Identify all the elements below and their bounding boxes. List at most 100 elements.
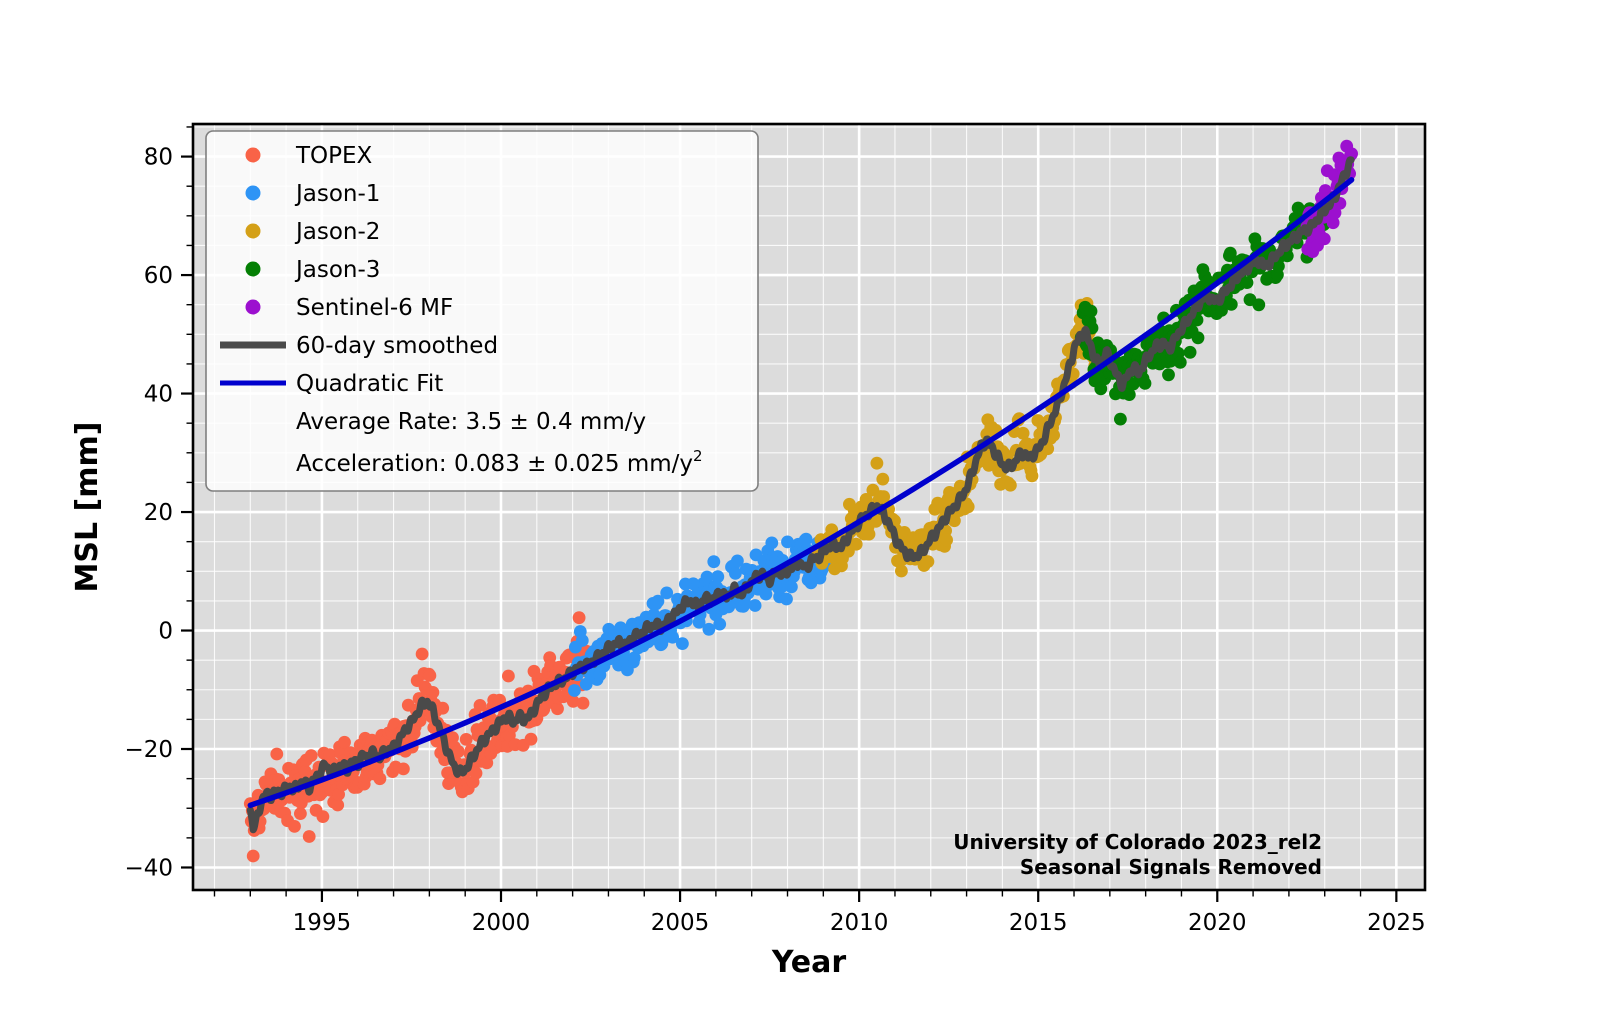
data-point	[246, 849, 260, 863]
data-point	[1162, 368, 1175, 382]
y-tick-label: 60	[144, 263, 173, 289]
data-point	[1224, 298, 1238, 311]
data-point	[1191, 331, 1205, 345]
y-tick-label: 80	[144, 145, 173, 171]
data-point	[1183, 345, 1197, 359]
data-point	[332, 788, 345, 801]
data-point	[502, 669, 515, 683]
legend-box	[205, 130, 759, 492]
data-point	[1173, 356, 1187, 369]
data-point	[270, 747, 284, 761]
data-point	[576, 696, 590, 710]
data-point	[1252, 298, 1266, 312]
data-point	[1016, 426, 1030, 440]
data-point	[579, 677, 593, 691]
data-point	[469, 766, 483, 780]
data-point	[288, 820, 301, 833]
plot-border	[191, 122, 1427, 892]
data-point	[1317, 232, 1331, 246]
data-point	[961, 500, 975, 514]
data-point	[1004, 478, 1017, 492]
data-point	[1025, 469, 1039, 483]
data-point	[1122, 388, 1136, 401]
data-point	[711, 570, 725, 584]
x-axis-label: Year	[771, 945, 847, 980]
x-tick-label: 2005	[651, 910, 710, 936]
data-point	[748, 599, 762, 612]
data-point	[921, 555, 935, 568]
data-point	[702, 622, 716, 636]
data-point	[660, 586, 674, 600]
data-point	[1084, 304, 1098, 318]
data-point	[338, 735, 351, 749]
data-point	[948, 514, 961, 528]
data-point	[316, 810, 330, 823]
data-point	[895, 564, 908, 578]
data-point	[331, 798, 345, 812]
data-point	[731, 554, 744, 568]
data-point	[568, 684, 581, 697]
x-tick-label: 2000	[472, 910, 531, 936]
data-point	[436, 701, 450, 715]
legend-label-jason2: Jason-2	[294, 219, 380, 245]
data-point	[870, 456, 884, 470]
legend-label-smoothed: 60-day smoothed	[296, 333, 498, 359]
data-point	[781, 535, 794, 549]
data-point	[859, 493, 873, 506]
legend: TOPEX Jason-1 Jason-2 Jason-3 Sentinel-6…	[205, 130, 759, 492]
data-point	[575, 634, 589, 647]
data-point	[415, 647, 429, 661]
data-point	[1047, 428, 1060, 442]
data-point	[572, 611, 586, 625]
data-point	[849, 537, 863, 551]
data-point	[707, 555, 721, 569]
data-point	[426, 686, 440, 699]
legend-marker-topex	[245, 147, 261, 163]
y-tick-label: 20	[144, 500, 173, 526]
legend-label-jason3: Jason-3	[294, 257, 380, 283]
x-tick-label: 2010	[830, 910, 889, 936]
data-point	[373, 772, 387, 786]
data-point	[651, 594, 665, 608]
data-point	[1240, 276, 1254, 289]
data-point	[302, 830, 316, 843]
data-point	[473, 699, 487, 712]
legend-marker-sentinel6	[245, 299, 261, 315]
data-point	[566, 695, 580, 708]
data-point	[627, 651, 641, 665]
x-tick-label: 2025	[1367, 910, 1426, 936]
data-point	[729, 567, 742, 580]
legend-label-sentinel6: Sentinel-6 MF	[296, 295, 453, 321]
data-point	[1223, 246, 1237, 260]
annotation-release: University of Colorado 2023_rel2	[953, 830, 1322, 854]
legend-label-quadratic-fit: Quadratic Fit	[296, 371, 443, 397]
data-point	[524, 732, 538, 746]
data-point	[780, 592, 793, 606]
data-point	[304, 749, 318, 762]
data-point	[551, 702, 564, 716]
data-point	[666, 630, 679, 644]
data-point	[713, 617, 727, 631]
y-tick-label: 0	[158, 619, 173, 645]
data-point	[1138, 377, 1152, 390]
y-axis-label: MSL [mm]	[70, 422, 105, 593]
legend-marker-jason2	[245, 223, 261, 239]
data-point	[876, 472, 890, 486]
data-point	[940, 533, 953, 547]
data-point	[765, 536, 779, 550]
x-tick-label: 2020	[1188, 910, 1247, 936]
legend-label-topex: TOPEX	[295, 143, 373, 169]
legend-label-jason1: Jason-1	[294, 181, 380, 207]
x-tick-label: 1995	[293, 910, 352, 936]
plot-layer: 1995 2000 2005 2010 2015 2020 2025 −40 −20 0 20 40 6…	[124, 122, 1427, 936]
data-point	[446, 731, 459, 744]
y-tick-label: −20	[124, 737, 173, 763]
data-point	[676, 637, 689, 650]
data-point	[294, 807, 307, 820]
legend-marker-jason3	[245, 261, 261, 277]
quadratic-fit-line	[247, 177, 1355, 809]
data-point	[1328, 206, 1342, 220]
x-tick-label: 2015	[1009, 910, 1068, 936]
data-point	[799, 532, 813, 546]
